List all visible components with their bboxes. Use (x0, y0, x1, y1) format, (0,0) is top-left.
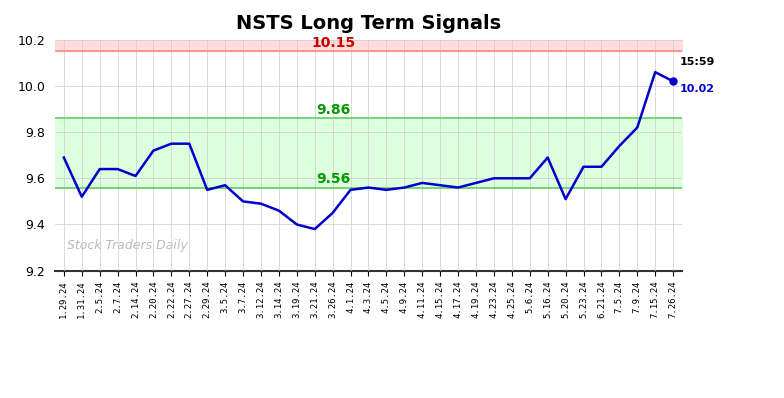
Text: 9.86: 9.86 (317, 103, 350, 117)
Text: 10.02: 10.02 (680, 84, 715, 94)
Text: 9.56: 9.56 (317, 172, 350, 186)
Title: NSTS Long Term Signals: NSTS Long Term Signals (236, 14, 501, 33)
Text: 15:59: 15:59 (680, 57, 716, 68)
Text: Stock Traders Daily: Stock Traders Daily (67, 239, 188, 252)
Text: 10.15: 10.15 (311, 36, 356, 50)
